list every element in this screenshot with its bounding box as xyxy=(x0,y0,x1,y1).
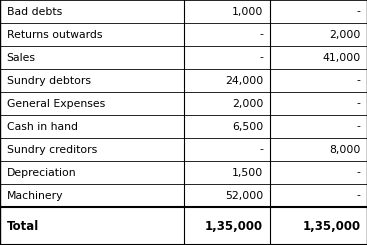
Text: -: - xyxy=(356,75,360,86)
Text: Cash in hand: Cash in hand xyxy=(7,122,77,132)
Text: 2,000: 2,000 xyxy=(232,98,263,109)
Text: Returns outwards: Returns outwards xyxy=(7,29,102,39)
Text: 1,000: 1,000 xyxy=(232,7,263,16)
Text: Sundry debtors: Sundry debtors xyxy=(7,75,91,86)
Text: 1,500: 1,500 xyxy=(232,168,263,178)
Text: 8,000: 8,000 xyxy=(329,145,360,155)
Text: Machinery: Machinery xyxy=(7,191,63,200)
Text: 52,000: 52,000 xyxy=(225,191,263,200)
Text: 2,000: 2,000 xyxy=(329,29,360,39)
Text: 41,000: 41,000 xyxy=(322,52,360,62)
Text: 1,35,000: 1,35,000 xyxy=(302,220,360,233)
Text: Sales: Sales xyxy=(7,52,36,62)
Text: 6,500: 6,500 xyxy=(232,122,263,132)
Text: General Expenses: General Expenses xyxy=(7,98,105,109)
Text: -: - xyxy=(356,191,360,200)
Text: 1,35,000: 1,35,000 xyxy=(205,220,263,233)
Text: -: - xyxy=(356,7,360,16)
Text: -: - xyxy=(259,29,263,39)
Text: Sundry creditors: Sundry creditors xyxy=(7,145,97,155)
Text: Depreciation: Depreciation xyxy=(7,168,76,178)
Text: -: - xyxy=(356,98,360,109)
Text: -: - xyxy=(356,122,360,132)
Text: -: - xyxy=(259,52,263,62)
Text: Total: Total xyxy=(7,220,39,233)
Text: Bad debts: Bad debts xyxy=(7,7,62,16)
Text: -: - xyxy=(259,145,263,155)
Text: 24,000: 24,000 xyxy=(225,75,263,86)
Text: -: - xyxy=(356,168,360,178)
